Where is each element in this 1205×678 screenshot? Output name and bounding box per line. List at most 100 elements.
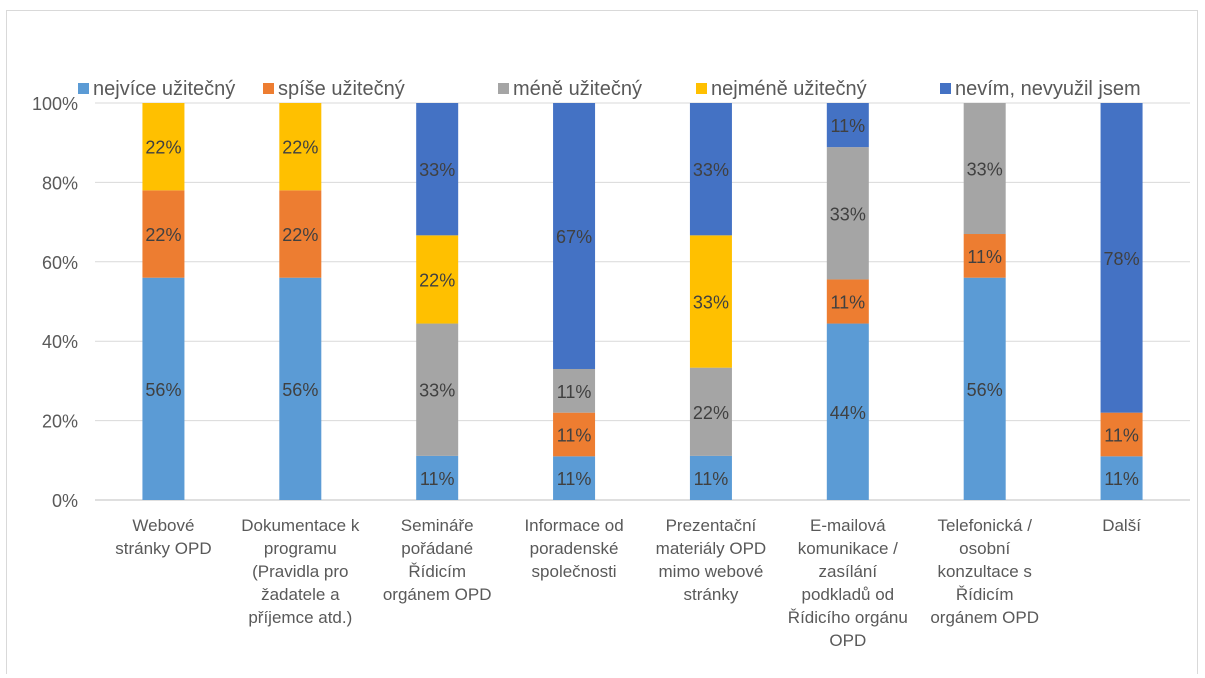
data-label: 56% [967, 380, 1003, 400]
data-label: 33% [419, 160, 455, 180]
x-tick-label: podkladů od [801, 585, 894, 604]
x-tick-label: Semináře [401, 516, 474, 535]
bar-segment [689, 235, 732, 368]
data-label: 22% [282, 225, 318, 245]
x-tick-label: komunikace / [798, 539, 898, 558]
x-tick-label: Řídicího orgánu [788, 608, 908, 627]
bar-segment [553, 368, 596, 413]
data-label: 11% [557, 469, 592, 489]
x-tick-label: mimo webové [659, 562, 764, 581]
x-tick-label: stránky [684, 585, 739, 604]
bar-segment [279, 103, 322, 191]
data-label: 22% [419, 270, 455, 290]
x-tick-label: příjemce atd.) [248, 608, 352, 627]
bar-segment [826, 103, 869, 148]
x-tick-label: programu [264, 539, 337, 558]
data-label: 33% [693, 160, 729, 180]
x-tick-label: zasílání [819, 562, 878, 581]
bar-segment [1100, 103, 1143, 413]
bar-segment [963, 103, 1006, 235]
data-label: 11% [694, 469, 729, 489]
y-tick-label: 40% [42, 332, 78, 352]
legend-swatch [696, 83, 707, 94]
y-tick-label: 60% [42, 253, 78, 273]
bar-segment [963, 277, 1006, 500]
x-tick-label: Webové [132, 516, 194, 535]
y-tick-label: 0% [52, 491, 78, 511]
data-label: 11% [1104, 469, 1139, 489]
legend-swatch [78, 83, 89, 94]
x-tick-label: Další [1102, 516, 1141, 535]
x-tick-label: (Pravidla pro [252, 562, 348, 581]
bar-segment [142, 277, 185, 500]
x-tick-label: osobní [959, 539, 1010, 558]
data-label: 22% [145, 138, 181, 158]
data-label: 11% [830, 116, 865, 136]
y-tick-label: 20% [42, 412, 78, 432]
data-label: 78% [1104, 249, 1140, 269]
x-tick-label: E-mailová [810, 516, 886, 535]
data-label: 56% [145, 380, 181, 400]
bar-segment [416, 103, 459, 236]
y-tick-label: 100% [32, 94, 78, 114]
y-tick-label: 80% [42, 173, 78, 193]
x-tick-label: Informace od [524, 516, 623, 535]
bar-segment [826, 147, 869, 280]
bar-segment [689, 103, 732, 236]
bar-segment [1100, 412, 1143, 457]
bar-segment [416, 455, 459, 500]
bar-segment [553, 456, 596, 500]
bar-segment [826, 323, 869, 500]
data-label: 11% [557, 425, 592, 445]
x-tick-label: Dokumentace k [241, 516, 360, 535]
legend-swatch [940, 83, 951, 94]
x-tick-label: OPD [829, 631, 866, 650]
data-label: 22% [282, 138, 318, 158]
legend-label: nejméně užitečný [711, 78, 867, 100]
data-label: 11% [967, 247, 1002, 267]
legend-label: nejvíce užitečný [93, 78, 235, 100]
data-label: 22% [693, 403, 729, 423]
data-label: 22% [145, 225, 181, 245]
x-tick-label: materiály OPD [656, 539, 767, 558]
x-tick-label: konzultace s [937, 562, 1032, 581]
x-tick-label: Řídicím [408, 562, 466, 581]
legend-swatch [498, 83, 509, 94]
legend-label: spíše užitečný [278, 78, 405, 100]
data-label: 33% [967, 160, 1003, 180]
bar-segment [553, 103, 596, 369]
data-label: 33% [830, 204, 866, 224]
chart-frame [6, 10, 1198, 674]
legend-label: nevím, nevyužil jsem [955, 78, 1141, 100]
bar-segment [963, 234, 1006, 278]
bar-segment [826, 279, 869, 324]
bar-segment [553, 412, 596, 457]
bar-segment [1100, 456, 1143, 500]
x-tick-label: Řídicím [956, 585, 1014, 604]
data-label: 11% [830, 293, 865, 313]
bar-segment [279, 190, 322, 278]
data-label: 11% [557, 382, 592, 402]
x-tick-label: pořádané [401, 539, 473, 558]
x-tick-label: žadatele a [261, 585, 340, 604]
data-label: 44% [830, 403, 866, 423]
bar-segment [279, 277, 322, 500]
x-tick-label: společnosti [532, 562, 617, 581]
x-tick-label: orgánem OPD [383, 585, 492, 604]
data-label: 33% [419, 381, 455, 401]
x-tick-label: stránky OPD [115, 539, 211, 558]
data-label: 11% [1104, 425, 1139, 445]
data-label: 56% [282, 380, 318, 400]
bar-segment [689, 455, 732, 500]
data-label: 67% [556, 227, 592, 247]
x-tick-label: Telefonická / [937, 516, 1032, 535]
bar-segment [142, 190, 185, 278]
bar-segment [142, 103, 185, 191]
x-tick-label: poradenské [530, 539, 619, 558]
bar-segment [689, 367, 732, 456]
data-label: 33% [693, 293, 729, 313]
x-tick-label: orgánem OPD [930, 608, 1039, 627]
bar-segment [416, 235, 459, 324]
x-tick-label: Prezentační [666, 516, 757, 535]
